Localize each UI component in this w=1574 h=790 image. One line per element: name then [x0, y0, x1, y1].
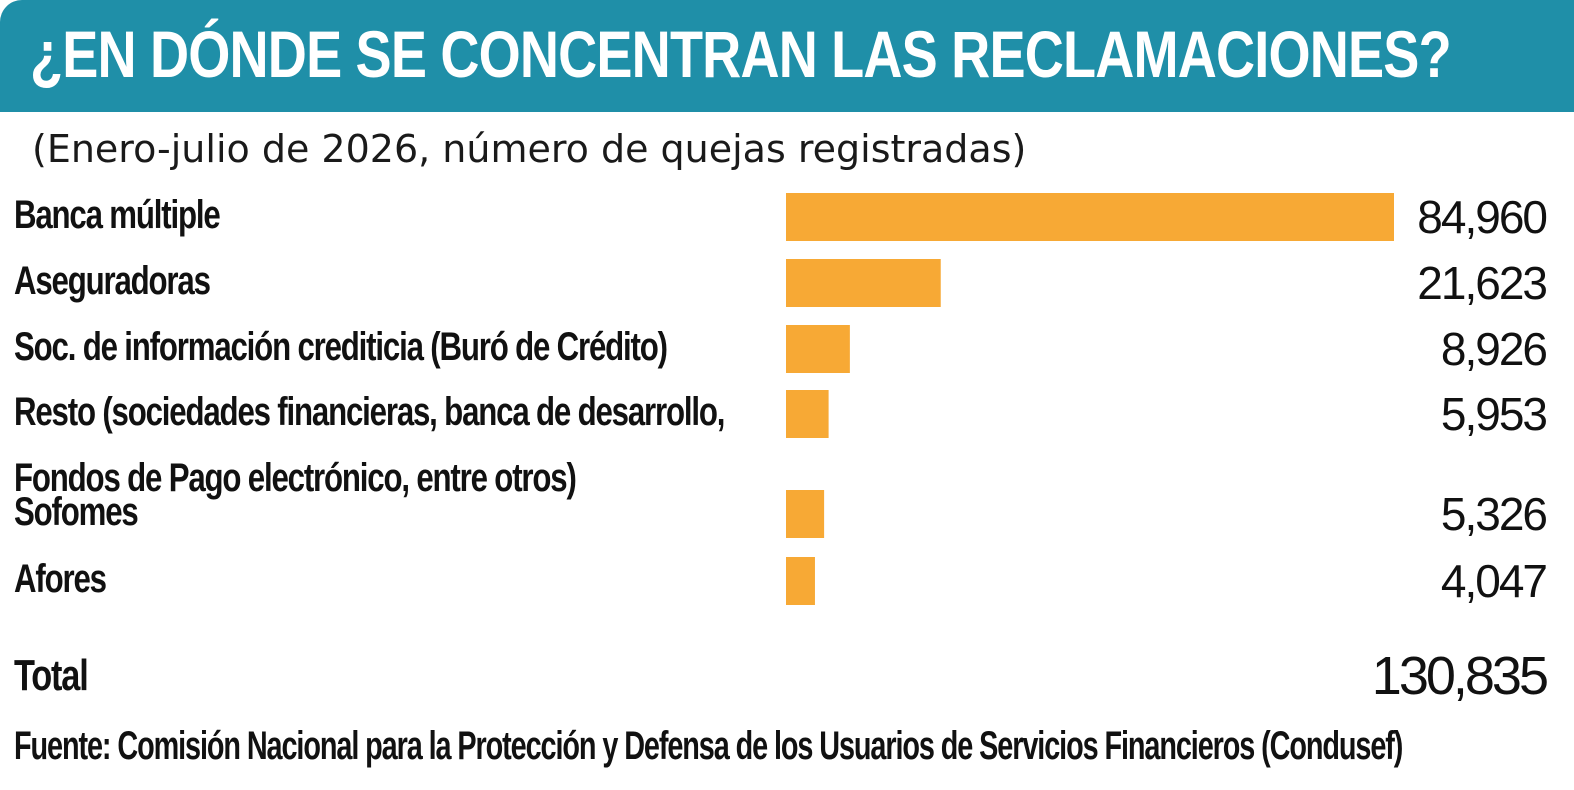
category-label: Resto (sociedades financieras, banca de … [14, 390, 725, 434]
category-label: Soc. de información crediticia (Buró de … [14, 325, 668, 369]
value-label: 4,047 [1440, 555, 1548, 607]
category-label: Afores [14, 557, 107, 601]
total-value: 130,835 [1371, 646, 1549, 706]
value-label: 8,926 [1440, 323, 1548, 375]
bar-1 [786, 259, 941, 307]
value-label: 84,960 [1417, 191, 1548, 243]
bar-3 [786, 390, 829, 438]
category-label: Aseguradoras [14, 259, 211, 303]
chart-title: ¿EN DÓNDE SE CONCENTRAN LAS RECLAMACIONE… [30, 17, 1452, 91]
chart-subtitle: (Enero-julio de 2026, número de quejas r… [32, 127, 1027, 171]
category-label: Banca múltiple [14, 193, 221, 237]
category-label: Sofomes [14, 490, 139, 534]
value-label: 5,326 [1440, 488, 1548, 540]
source-note: Fuente: Comisión Nacional para la Protec… [14, 724, 1403, 768]
bar-2 [786, 325, 850, 373]
bar-5 [786, 557, 815, 605]
total-label: Total [14, 651, 89, 700]
bar-4 [786, 490, 825, 538]
value-label: 5,953 [1440, 388, 1548, 440]
value-label: 21,623 [1417, 257, 1548, 309]
category-label: Fondos de Pago electrónico, entre otros) [14, 456, 577, 500]
title-banner: ¿EN DÓNDE SE CONCENTRAN LAS RECLAMACIONE… [0, 0, 1574, 112]
bar-0 [786, 193, 1394, 241]
